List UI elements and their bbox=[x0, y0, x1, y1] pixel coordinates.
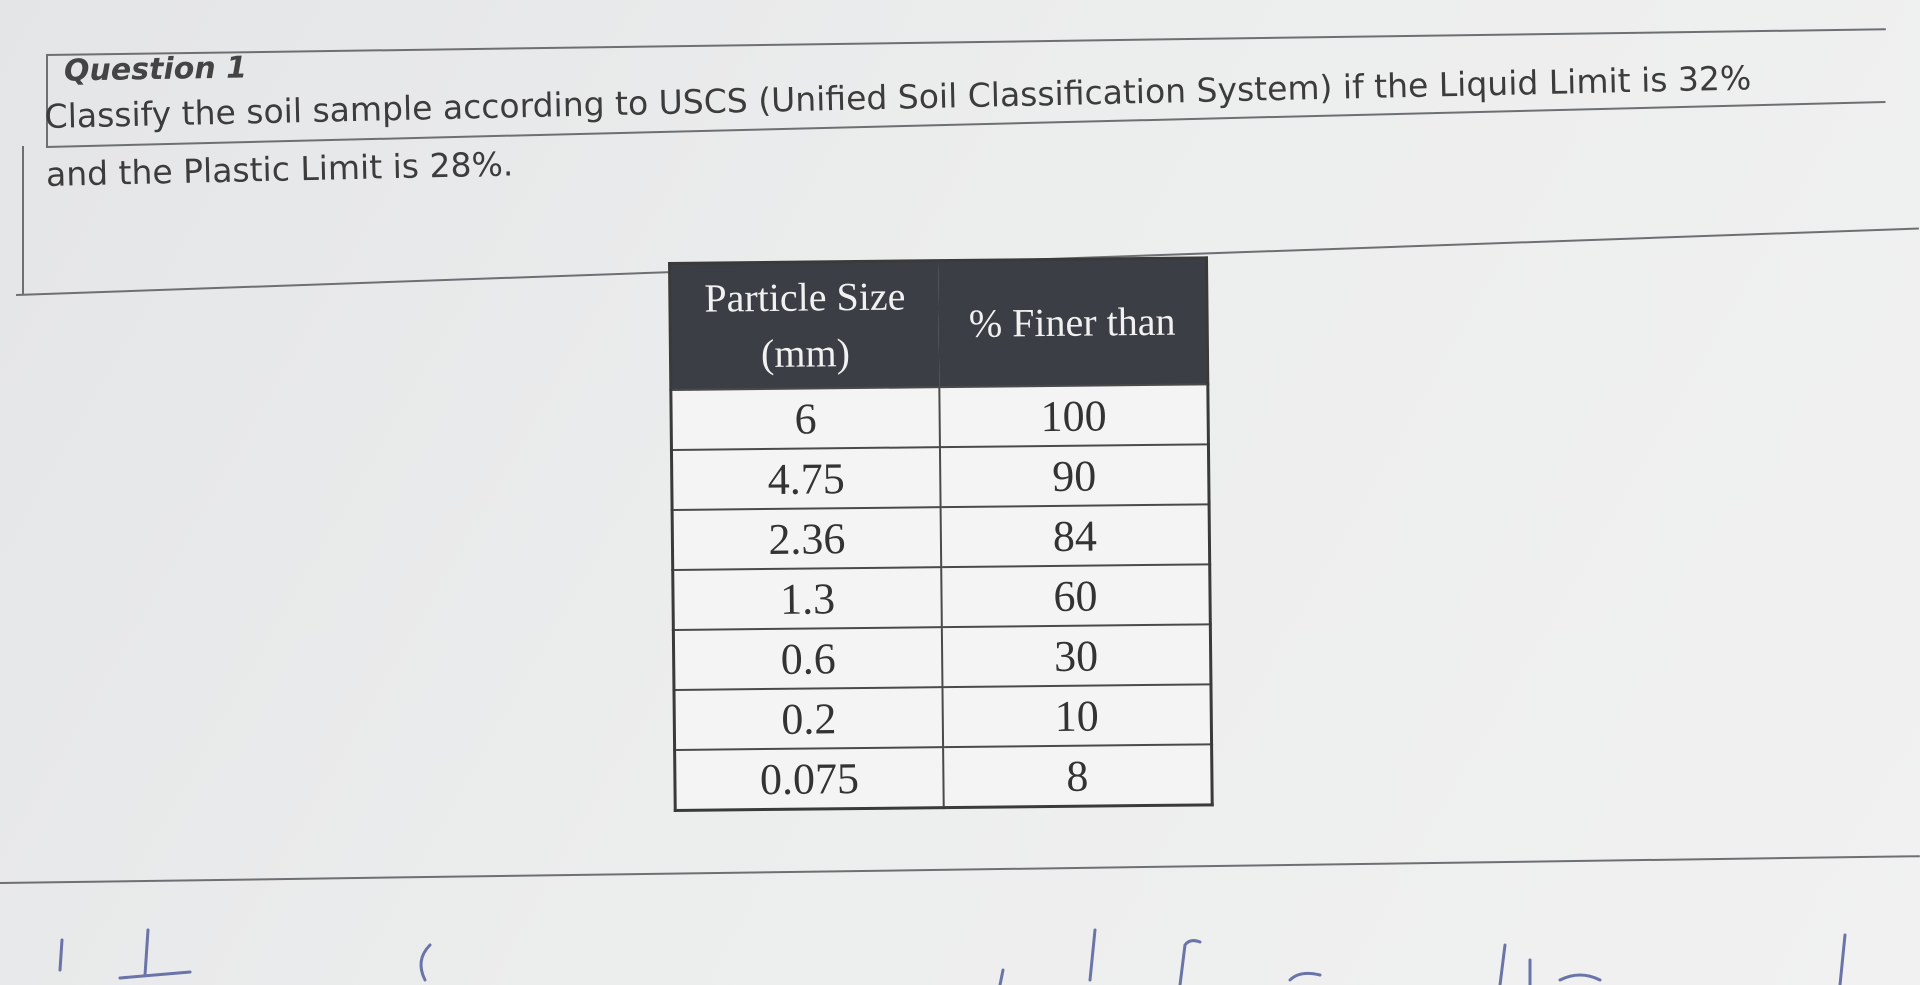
bottom-line bbox=[0, 855, 1920, 884]
table-cell: 100 bbox=[939, 384, 1209, 448]
table-cell: 84 bbox=[940, 504, 1210, 568]
header-cell: Particle Size (mm) bbox=[669, 260, 940, 390]
table-cell: 4.75 bbox=[671, 447, 941, 510]
question-title: Question 1 bbox=[63, 50, 248, 89]
table-cell: 10 bbox=[942, 684, 1212, 748]
table-cell: 0.075 bbox=[674, 747, 944, 811]
table-cell: 2.36 bbox=[672, 507, 942, 570]
header-row: Particle Size (mm) % Finer than bbox=[669, 257, 1208, 390]
table-cell: 0.6 bbox=[673, 627, 943, 690]
table-cell: 30 bbox=[941, 624, 1211, 688]
table-body: 6 100 4.75 90 2.36 84 1.3 60 0.6 30 0.2 10 0.075 8 bbox=[670, 384, 1213, 811]
table-cell: 90 bbox=[939, 444, 1210, 508]
table-cell: 0.2 bbox=[673, 687, 944, 750]
table-cell: 8 bbox=[943, 744, 1213, 808]
data-table: Particle Size (mm) % Finer than 6 100 4.75… bbox=[668, 256, 1214, 812]
box-left-line bbox=[46, 54, 48, 148]
table-row: 4.75 90 bbox=[671, 444, 1210, 510]
table-cell: 1.3 bbox=[672, 567, 942, 630]
handwriting bbox=[58, 928, 1847, 985]
table-row: 1.3 60 bbox=[672, 564, 1211, 630]
box-left-line-2 bbox=[22, 146, 24, 294]
table-cell: 60 bbox=[941, 564, 1211, 628]
header-cell: % Finer than bbox=[938, 257, 1208, 388]
table-row: 0.075 8 bbox=[674, 744, 1213, 811]
table-row: 2.36 84 bbox=[672, 504, 1210, 570]
table-row: 6 100 bbox=[670, 384, 1209, 450]
question-text: Classify the soil sample according to US… bbox=[44, 48, 1826, 204]
table-row: 0.2 10 bbox=[673, 684, 1212, 750]
table-head: Particle Size (mm) % Finer than bbox=[669, 257, 1208, 390]
table-cell: 6 bbox=[670, 387, 940, 450]
table-row: 0.6 30 bbox=[673, 624, 1211, 690]
